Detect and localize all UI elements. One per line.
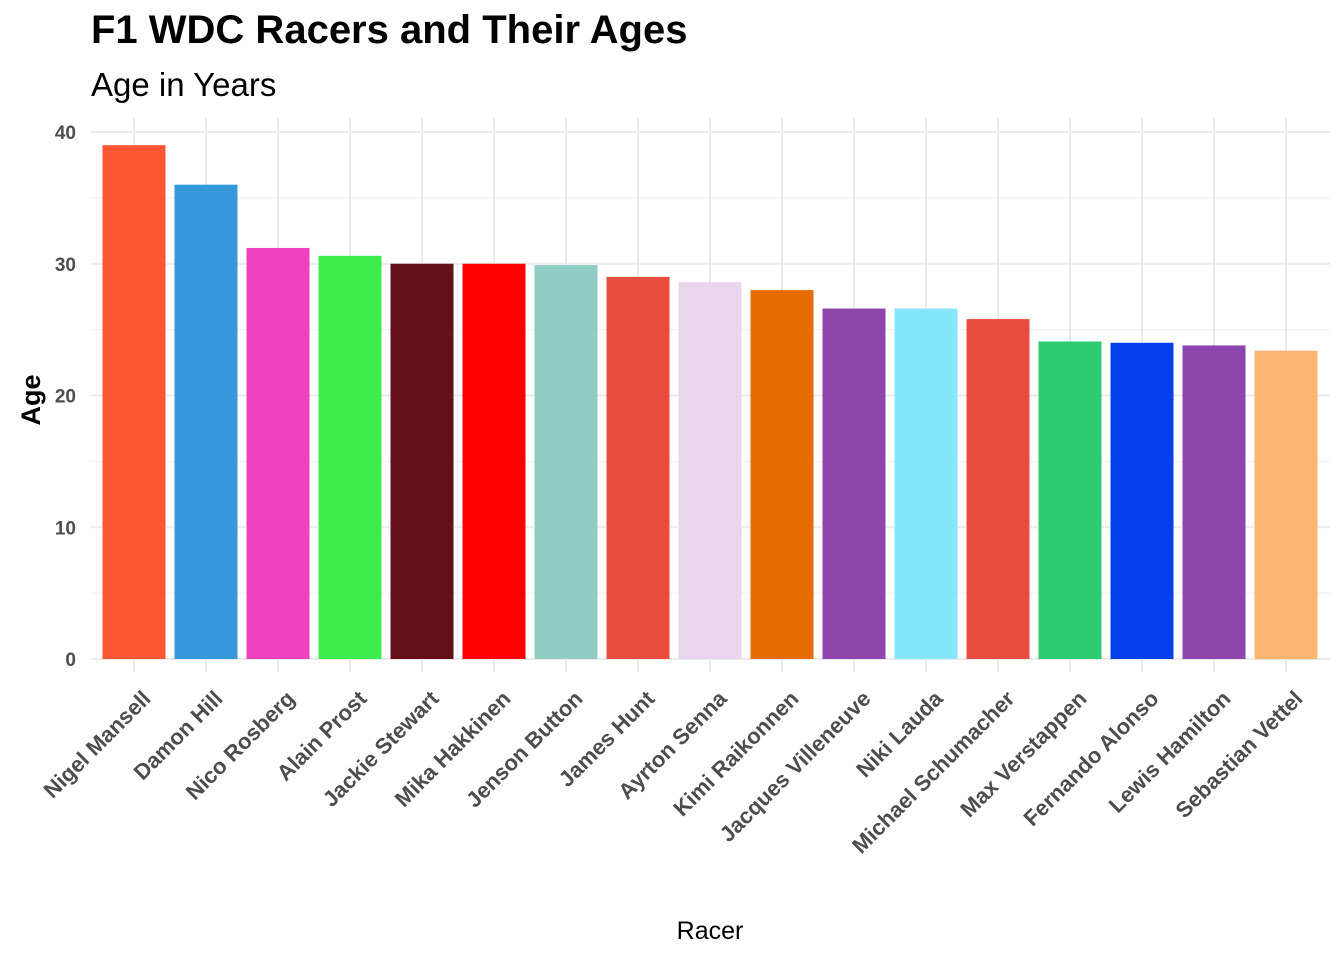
bar xyxy=(1110,342,1174,659)
bar xyxy=(894,308,958,659)
bars xyxy=(102,145,1318,660)
bar xyxy=(174,184,238,659)
bar xyxy=(750,290,814,659)
bar xyxy=(678,282,742,659)
bar xyxy=(606,276,670,659)
chart-subtitle: Age in Years xyxy=(91,66,277,103)
bar xyxy=(102,145,166,660)
bar xyxy=(462,263,526,659)
y-axis-ticks: 0 10 20 30 40 xyxy=(55,123,76,671)
y-tick-label: 0 xyxy=(65,650,76,671)
bar xyxy=(318,255,382,659)
bar xyxy=(1254,350,1318,659)
y-tick-label: 30 xyxy=(55,255,76,276)
bar xyxy=(246,247,310,659)
x-axis-label: Racer xyxy=(677,917,744,945)
bar xyxy=(822,308,886,659)
chart-title: F1 WDC Racers and Their Ages xyxy=(91,8,688,52)
y-tick-label: 20 xyxy=(55,387,76,408)
x-tick-label: Nigel Mansell xyxy=(38,686,155,803)
x-tick-label: Max Verstappen xyxy=(955,686,1091,822)
x-tick-label: Fernando Alonso xyxy=(1019,686,1164,831)
y-axis-label: Age xyxy=(16,374,46,425)
y-tick-label: 40 xyxy=(55,123,76,144)
bar xyxy=(1182,345,1246,659)
bar xyxy=(966,319,1030,659)
bar xyxy=(534,265,598,659)
x-tick-label: Lewis Hamilton xyxy=(1104,686,1236,818)
y-tick-label: 10 xyxy=(55,518,76,539)
x-tick-label: Kimi Raikonnen xyxy=(668,686,803,821)
bar xyxy=(390,263,454,659)
bar xyxy=(1038,341,1102,659)
x-tick-label: Sebastian Vettel xyxy=(1171,686,1308,823)
